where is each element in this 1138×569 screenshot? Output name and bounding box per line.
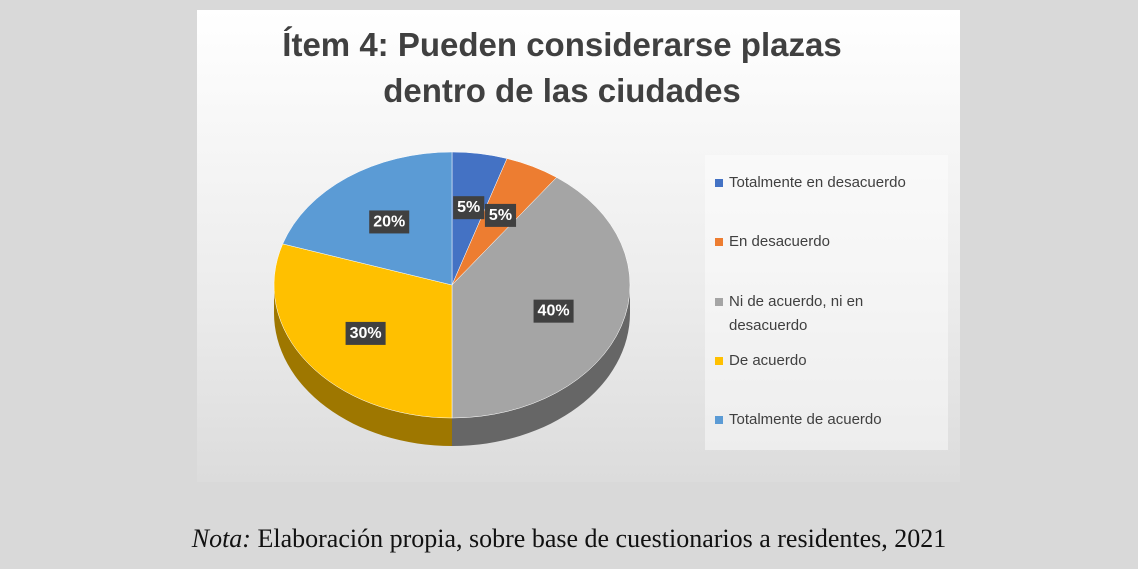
chart-title: dentro de las ciudades — [383, 72, 741, 109]
labels: 5% 5% 40% 30% 20% — [345, 196, 574, 345]
data-label-bg — [453, 196, 485, 220]
sides — [274, 285, 630, 446]
slice — [451, 177, 631, 419]
data-label-bg — [533, 299, 574, 323]
note-label: Nota: — [191, 524, 251, 553]
data-label: 5% — [457, 199, 480, 216]
legend-swatch — [715, 179, 723, 187]
tops — [273, 151, 631, 419]
legend-label: Totalmente de acuerdo — [729, 411, 882, 428]
chart-area: Ítem 4: Pueden considerarse plazas dentr… — [197, 10, 960, 482]
data-label: 20% — [373, 213, 405, 230]
slice-side — [274, 285, 452, 446]
data-label: 5% — [489, 207, 512, 224]
legend-entry: Totalmente de acuerdo — [715, 408, 940, 432]
legend-swatch — [715, 238, 723, 246]
legend-label: Totalmente en desacuerdo — [729, 174, 906, 191]
slice-side — [452, 285, 630, 446]
chart: Ítem 4: Pueden considerarse plazas dentr… — [273, 26, 842, 446]
chart-title: Ítem 4: Pueden considerarse plazas — [282, 26, 841, 63]
legend-swatch — [715, 357, 723, 365]
legend-entry: Ni de acuerdo, ni en desacuerdo — [715, 290, 940, 338]
legend-label: De acuerdo — [729, 352, 807, 369]
legend-label: Ni de acuerdo, ni en desacuerdo — [729, 293, 864, 334]
legend-entry: Totalmente en desacuerdo — [715, 171, 940, 195]
legend-entry: De acuerdo — [715, 349, 940, 373]
data-label-bg — [369, 210, 410, 234]
slice — [282, 151, 453, 286]
data-label: 40% — [538, 303, 570, 320]
legend-label: En desacuerdo — [729, 233, 830, 250]
note: Nota: Elaboración propia, sobre base de … — [0, 524, 1138, 554]
data-label: 30% — [350, 325, 382, 342]
data-label-bg — [484, 203, 517, 227]
note-text: Elaboración propia, sobre base de cuesti… — [257, 524, 947, 553]
legend-swatch — [715, 298, 723, 306]
legend: Totalmente en desacuerdo En desacuerdo Ni … — [705, 155, 948, 450]
legend-entry: En desacuerdo — [715, 230, 940, 254]
legend-swatch — [715, 416, 723, 424]
data-label-bg — [345, 321, 386, 345]
